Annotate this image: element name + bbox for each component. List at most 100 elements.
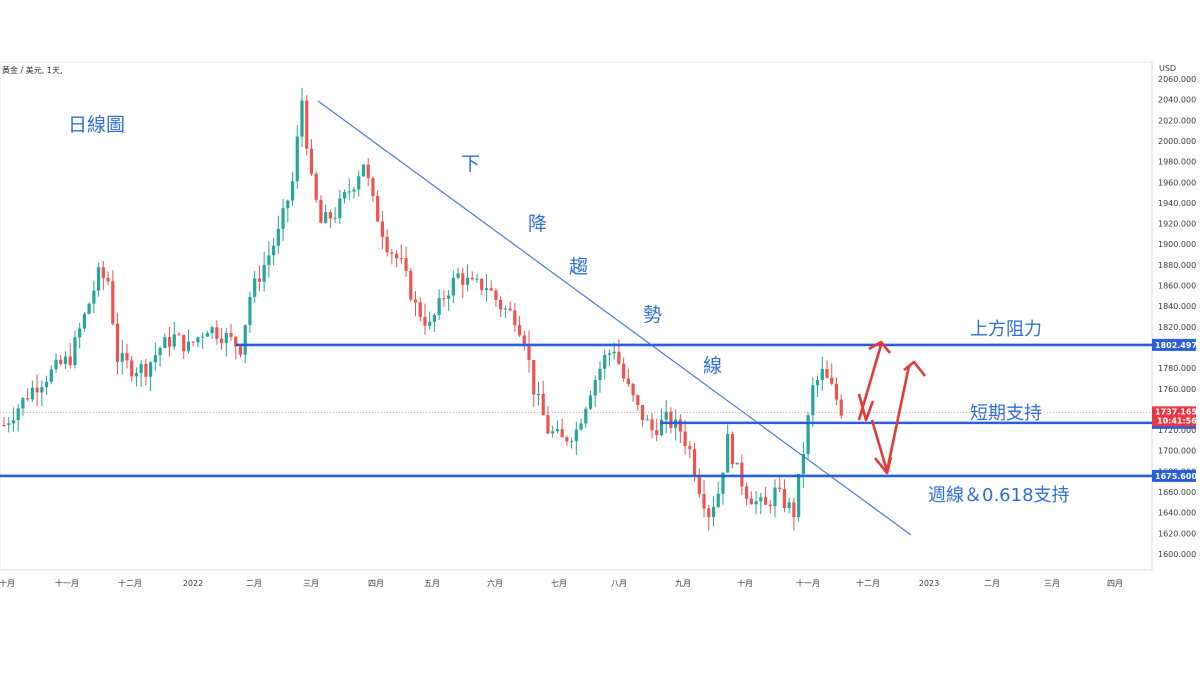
candle-body [144,364,148,377]
candle-body [797,473,801,518]
candle-body [532,360,536,395]
candle-body [182,334,186,352]
candle-body [418,302,422,317]
candle-body [801,453,805,474]
candle-body [257,278,262,282]
candle-body [726,434,730,473]
candle-body [527,344,531,361]
y-tick-label: 2020.000 [1158,116,1196,125]
candle-body [759,497,763,502]
candle-body [702,493,706,509]
candle-body [740,462,744,487]
candle-body [499,299,503,310]
arrow-down-up [870,365,911,473]
candle-body [106,277,110,282]
candle-body [607,353,612,355]
candle-body [782,489,787,509]
candle-body [295,136,299,182]
candle-body [68,356,72,366]
candle-body [215,327,219,339]
arrow-head-0 [857,393,875,422]
candle-body [342,192,347,199]
candle-body [588,395,593,409]
x-tick-label: 三月 [1044,579,1060,588]
candle-body [139,364,143,374]
level-tag [1152,469,1196,482]
x-tick-label: 二月 [984,579,1000,588]
candle-body [834,383,839,400]
candle-body [806,415,810,454]
candle-body [324,212,328,224]
candle-body [830,377,834,384]
candle-body [503,308,507,310]
candle-body [366,164,370,179]
candle-body [267,255,271,265]
candle-body [570,441,574,443]
candle-body [101,267,105,278]
y-tick-label: 1760.000 [1158,385,1196,394]
candle-body [201,336,205,338]
candle-body [664,411,668,420]
candle-body [26,398,30,400]
candle-body [205,333,209,337]
candle-body [494,290,498,300]
candle-body [186,341,191,352]
candle-body [522,335,526,345]
candle-body [428,321,432,326]
candle-body [30,387,34,400]
candle-body [707,508,711,518]
y-tick-label: 1940.000 [1158,199,1196,208]
y-tick-label: 1860.000 [1158,282,1196,291]
candle-body [248,296,252,326]
candle-body [546,415,550,434]
resistance-label: 上方阻力 [970,319,1042,340]
countdown-text: 10:41:56 [1157,416,1197,425]
candle-body [385,236,389,253]
level-tag-text: 1802.497 [1155,341,1197,350]
x-tick-label: 十二月 [856,578,880,588]
candle-body [253,278,257,297]
candle-body [399,258,403,260]
candle-body [290,181,295,201]
weekly-support-label: 週線＆0.618支持 [928,485,1070,506]
candle-body [461,273,465,285]
candle-body [394,253,399,259]
candle-body [631,383,635,396]
x-tick-label: 九月 [675,579,691,588]
candle-body [63,356,68,364]
candle-body [555,429,560,432]
candle-body [574,429,578,442]
level-tag-text: 1675.600 [1155,472,1197,481]
y-tick-label: 2040.000 [1158,96,1196,105]
candle-body [811,385,815,416]
candle-body [40,387,44,393]
candle-body [210,327,214,334]
candle-body [153,355,157,363]
candle-body [130,360,134,377]
candle-body [603,354,607,369]
y-tick-label: 1720.000 [1158,426,1196,435]
x-tick-label: 十二月 [118,578,142,588]
candle-body [276,228,280,246]
candle-body [730,434,735,465]
y-tick-label: 1820.000 [1158,323,1196,332]
candle-body [97,267,101,291]
candle-body [338,198,342,218]
candle-body [437,298,441,316]
candle-body [286,200,290,209]
candle-body [626,378,630,384]
candle-body [224,333,228,344]
candle-body [475,278,479,280]
candle-body [167,337,172,347]
candle-body [333,217,337,219]
y-tick-label: 1840.000 [1158,302,1196,311]
candle-body [645,419,649,421]
candle-body [92,290,96,304]
currency-label: USD [1159,64,1176,73]
downtrend-line [317,100,912,536]
candle-body [721,472,725,494]
short-support-label: 短期支持 [970,403,1042,424]
candle-body [196,337,200,343]
candle-body [711,506,716,518]
